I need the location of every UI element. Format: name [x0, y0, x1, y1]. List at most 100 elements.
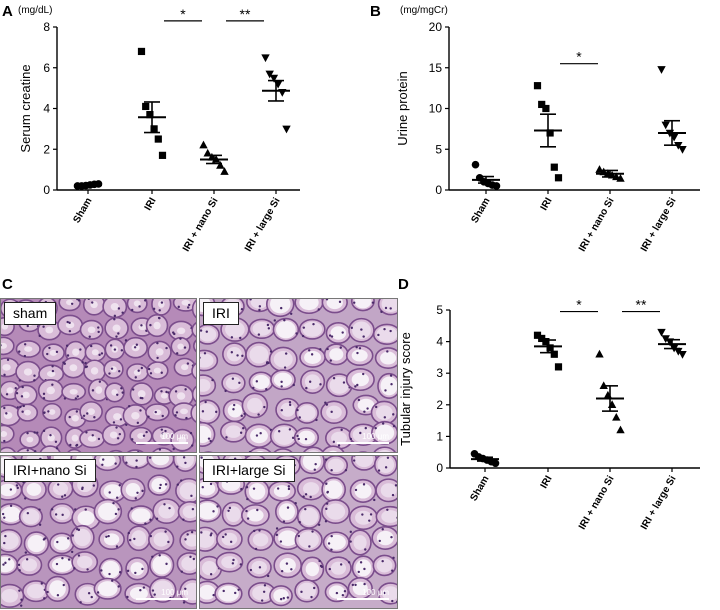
nucleus: [381, 559, 384, 563]
nucleus: [317, 308, 320, 311]
tubule-lumen: [380, 351, 397, 365]
nucleus: [240, 487, 243, 491]
nucleus: [352, 459, 356, 462]
tubule-lumen: [329, 376, 349, 394]
nucleus: [222, 589, 225, 593]
nucleus: [300, 590, 303, 594]
tubule-lumen: [27, 535, 46, 553]
nucleus: [17, 563, 21, 567]
tubule-lumen: [22, 391, 30, 399]
nucleus: [56, 540, 59, 544]
nucleus: [18, 350, 21, 353]
tubule-lumen: [48, 409, 56, 415]
data-point: [678, 146, 687, 154]
data-point: [678, 351, 687, 359]
tubule: [303, 446, 325, 452]
tubule: [190, 403, 196, 423]
nucleus: [101, 463, 104, 467]
nucleus: [339, 563, 343, 566]
nucleus: [384, 466, 388, 469]
nucleus: [330, 548, 333, 551]
nucleus: [380, 310, 383, 314]
tubule-lumen: [200, 584, 216, 600]
nucleus: [263, 405, 266, 409]
nucleus: [200, 456, 203, 459]
tubule-lumen: [249, 345, 269, 364]
tubule-lumen: [1, 431, 8, 438]
nucleus: [131, 388, 135, 391]
x-tick-label: IRI: [539, 474, 555, 491]
nucleus: [357, 398, 361, 402]
nucleus: [239, 336, 242, 340]
panel-label-a: A: [2, 3, 13, 20]
nucleus: [216, 505, 219, 508]
nucleus: [340, 428, 343, 432]
nucleus: [305, 386, 308, 390]
significance-label: *: [576, 297, 582, 313]
tubule-lumen: [153, 367, 162, 374]
nucleus: [328, 567, 331, 571]
tubule-lumen: [375, 405, 393, 420]
nucleus: [249, 299, 252, 301]
nucleus: [110, 367, 114, 370]
nucleus: [363, 582, 366, 586]
nucleus: [26, 431, 29, 435]
nucleus: [230, 336, 234, 339]
nucleus: [107, 534, 110, 538]
tubule-lumen: [72, 348, 80, 356]
nucleus: [191, 507, 195, 511]
nucleus: [48, 346, 51, 350]
nucleus: [389, 329, 392, 333]
nucleus: [378, 539, 381, 543]
nucleus: [200, 576, 201, 579]
nucleus: [126, 569, 130, 573]
nucleus: [23, 343, 27, 346]
nucleus: [209, 439, 212, 443]
nucleus: [155, 517, 159, 520]
data-point: [603, 390, 613, 399]
nucleus: [313, 468, 316, 471]
data-point: [265, 70, 274, 79]
nucleus: [386, 350, 389, 353]
y-axis-label: Tubular injury score: [398, 332, 413, 446]
nucleus: [1, 512, 5, 516]
nucleus: [350, 326, 354, 330]
nucleus: [280, 380, 283, 384]
nucleus: [332, 377, 336, 380]
tubule-lumen: [326, 405, 342, 419]
nucleus: [113, 348, 117, 351]
nucleus: [158, 554, 161, 557]
nucleus: [266, 323, 270, 327]
nucleus: [359, 561, 363, 564]
tubule-lumen: [221, 556, 238, 569]
nucleus: [76, 299, 79, 301]
tubule-lumen: [87, 326, 96, 334]
nucleus: [93, 416, 96, 419]
nucleus: [343, 589, 347, 593]
nucleus: [100, 352, 104, 355]
nucleus: [349, 540, 352, 543]
nucleus: [357, 570, 360, 574]
nucleus: [85, 365, 89, 368]
nucleus: [200, 329, 203, 332]
tubule-lumen: [355, 559, 372, 577]
nucleus: [167, 540, 170, 544]
nucleus: [79, 601, 82, 604]
nucleus: [26, 324, 29, 328]
tubule-lumen: [1, 556, 15, 573]
tubule-lumen: [252, 321, 272, 336]
nucleus: [74, 397, 78, 400]
tubule-lumen: [111, 389, 118, 396]
nucleus: [108, 491, 111, 494]
y-tick-label: 0: [436, 461, 443, 475]
tubule: [273, 448, 293, 452]
data-point: [542, 338, 550, 346]
tubule-lumen: [77, 510, 95, 526]
tubule: [1, 446, 16, 452]
y-tick-label: 0: [435, 183, 442, 197]
nucleus: [182, 456, 186, 459]
nucleus: [36, 431, 39, 434]
tubule-lumen: [137, 433, 145, 439]
nucleus: [246, 497, 249, 501]
